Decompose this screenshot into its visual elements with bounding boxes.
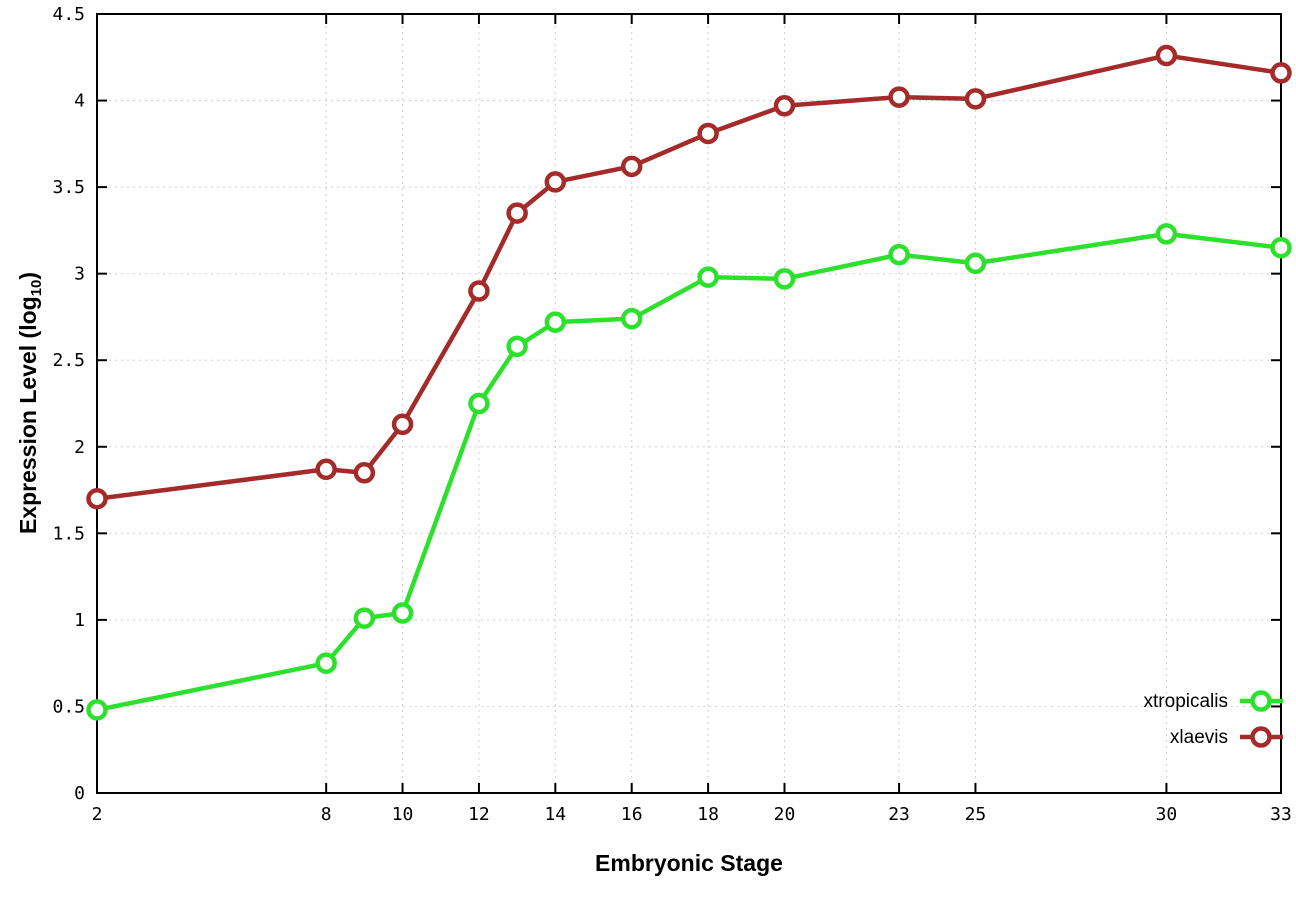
x-tick-label: 33 bbox=[1270, 804, 1292, 825]
plot-border bbox=[96, 13, 1282, 794]
data-point-xlaevis bbox=[353, 461, 376, 484]
data-point-xlaevis bbox=[888, 86, 910, 108]
legend-sample-point-xtropicalis bbox=[1250, 690, 1272, 712]
x-tick-label: 30 bbox=[1156, 804, 1178, 825]
data-point-xtropicalis bbox=[620, 307, 643, 330]
data-point-xtropicalis bbox=[468, 392, 490, 415]
data-point-xtropicalis bbox=[506, 335, 528, 358]
data-point-xtropicalis bbox=[391, 602, 414, 624]
y-tick-label: 1 bbox=[74, 610, 85, 631]
data-point-xlaevis bbox=[468, 280, 490, 302]
data-point-xlaevis bbox=[773, 94, 796, 117]
y-tick-label: 3.5 bbox=[52, 177, 85, 198]
x-axis-title: Embryonic Stage bbox=[595, 850, 783, 876]
x-tick-label: 20 bbox=[774, 804, 796, 825]
y-axis-title: Expression Level (log10) bbox=[15, 272, 45, 534]
data-point-xlaevis bbox=[1155, 44, 1178, 67]
y-tick-label: 1.5 bbox=[52, 523, 85, 544]
legend-label-xtropicalis: xtropicalis bbox=[1144, 691, 1228, 712]
y-tick-label: 0.5 bbox=[52, 696, 85, 717]
x-tick-label: 8 bbox=[321, 804, 332, 825]
x-tick-label: 14 bbox=[544, 804, 566, 825]
y-tick-label: 4.5 bbox=[52, 4, 85, 25]
y-axis-title-text: Expression Level (log bbox=[15, 296, 41, 535]
data-point-xlaevis bbox=[391, 413, 414, 436]
y-axis-title-subscript: 10 bbox=[28, 279, 45, 297]
x-tick-label: 2 bbox=[92, 804, 103, 825]
data-point-xtropicalis bbox=[888, 243, 910, 266]
data-point-xlaevis bbox=[697, 122, 719, 145]
data-point-xtropicalis bbox=[544, 311, 567, 333]
data-point-xlaevis bbox=[315, 458, 337, 481]
data-point-xtropicalis bbox=[86, 699, 108, 721]
y-tick-label: 3 bbox=[74, 264, 85, 285]
data-point-xtropicalis bbox=[315, 652, 337, 674]
series-line-xlaevis bbox=[94, 53, 1284, 501]
data-point-xtropicalis bbox=[773, 268, 796, 290]
y-tick-label: 2 bbox=[74, 437, 85, 458]
data-point-xlaevis bbox=[620, 155, 643, 178]
data-point-xlaevis bbox=[1270, 62, 1292, 84]
x-tick-label: 12 bbox=[468, 804, 490, 825]
legend-sample-point-xlaevis bbox=[1250, 726, 1272, 748]
data-point-xlaevis bbox=[544, 171, 567, 193]
y-axis-title-close: ) bbox=[15, 271, 41, 280]
data-point-xtropicalis bbox=[697, 266, 719, 288]
y-tick-label: 4 bbox=[74, 91, 85, 112]
x-tick-label: 16 bbox=[621, 804, 643, 825]
series-line-xtropicalis bbox=[94, 231, 1284, 713]
data-point-xtropicalis bbox=[1155, 223, 1178, 245]
x-tick-label: 10 bbox=[392, 804, 414, 825]
y-tick-label: 0 bbox=[74, 783, 85, 804]
x-tick-label: 23 bbox=[888, 804, 910, 825]
legend-label-xlaevis: xlaevis bbox=[1170, 727, 1228, 748]
x-tick-label: 18 bbox=[697, 804, 719, 825]
data-point-xtropicalis bbox=[1270, 236, 1292, 259]
data-point-xtropicalis bbox=[353, 607, 376, 629]
data-point-xlaevis bbox=[86, 487, 108, 510]
x-tick-label: 25 bbox=[965, 804, 987, 825]
data-point-xlaevis bbox=[964, 88, 987, 110]
data-point-xtropicalis bbox=[964, 252, 987, 275]
data-point-xlaevis bbox=[506, 202, 528, 224]
y-tick-label: 2.5 bbox=[52, 350, 85, 371]
